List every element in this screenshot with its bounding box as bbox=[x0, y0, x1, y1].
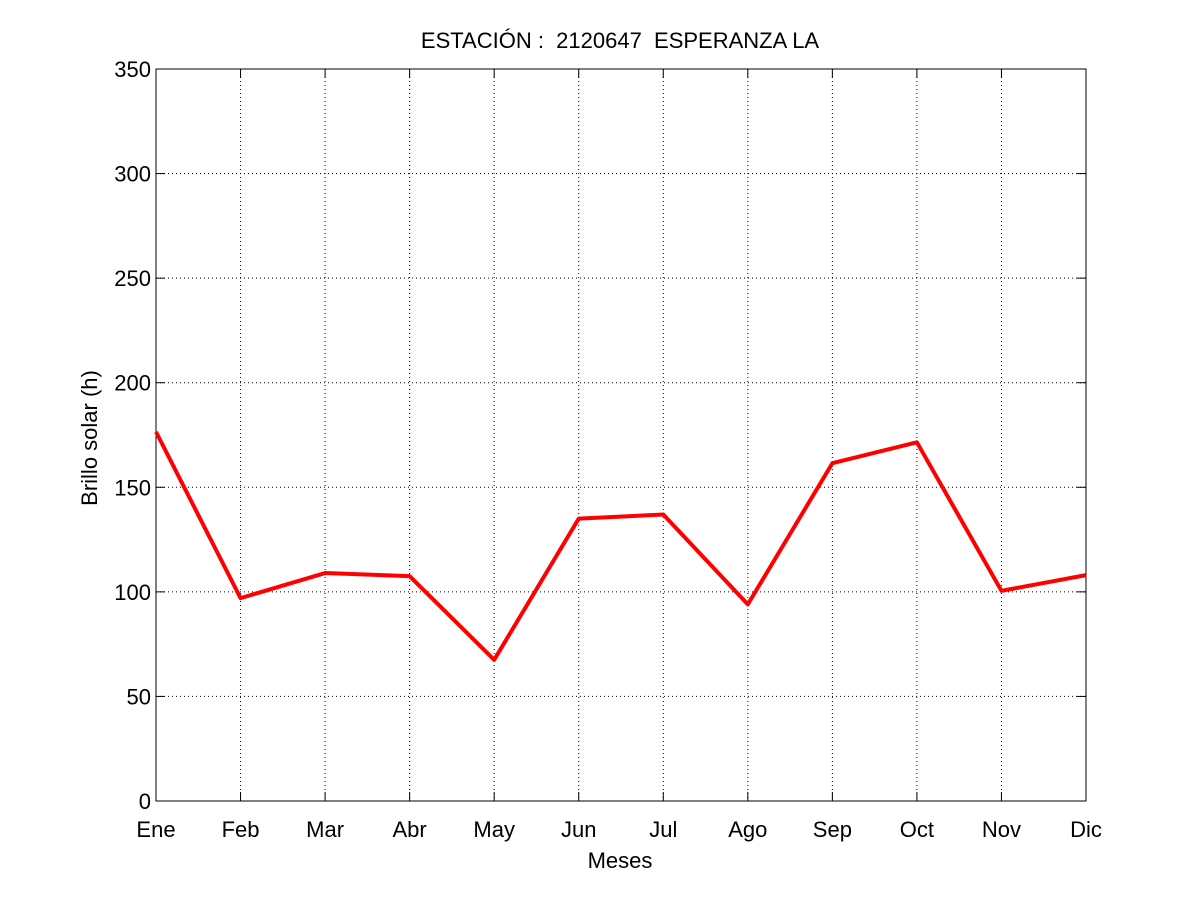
x-tick-label: Dic bbox=[1070, 817, 1102, 842]
y-tick-label: 250 bbox=[114, 266, 151, 291]
x-tick-label: Jun bbox=[561, 817, 596, 842]
x-axis-label: Meses bbox=[588, 848, 653, 873]
y-tick-label: 200 bbox=[114, 371, 151, 396]
y-tick-label: 100 bbox=[114, 580, 151, 605]
y-tick-label: 0 bbox=[139, 789, 151, 814]
x-tick-label: Mar bbox=[306, 817, 344, 842]
x-tick-label: May bbox=[473, 817, 515, 842]
tick-marks bbox=[155, 68, 1087, 802]
x-tick-label: Feb bbox=[222, 817, 260, 842]
x-tick-label: Sep bbox=[813, 817, 852, 842]
chart-title: ESTACIÓN : 2120647 ESPERANZA LA bbox=[421, 28, 820, 53]
y-axis-label: Brillo solar (h) bbox=[77, 370, 102, 506]
y-tick-label: 300 bbox=[114, 162, 151, 187]
y-tick-label: 150 bbox=[114, 475, 151, 500]
x-tick-label: Nov bbox=[982, 817, 1021, 842]
x-tick-label: Ago bbox=[728, 817, 767, 842]
tick-labels: Ene Feb Mar Abr May Jun Jul Ago Sep Oct Nov Dic 0 50 1… bbox=[114, 57, 1102, 842]
x-tick-label: Jul bbox=[649, 817, 677, 842]
y-tick-label: 50 bbox=[127, 684, 151, 709]
series-line bbox=[154, 430, 1087, 662]
y-tick-label: 350 bbox=[114, 57, 151, 82]
grid bbox=[156, 69, 1086, 801]
series-layer bbox=[154, 430, 1087, 662]
x-tick-label: Abr bbox=[393, 817, 427, 842]
x-tick-label: Oct bbox=[900, 817, 934, 842]
x-tick-label: Ene bbox=[136, 817, 175, 842]
